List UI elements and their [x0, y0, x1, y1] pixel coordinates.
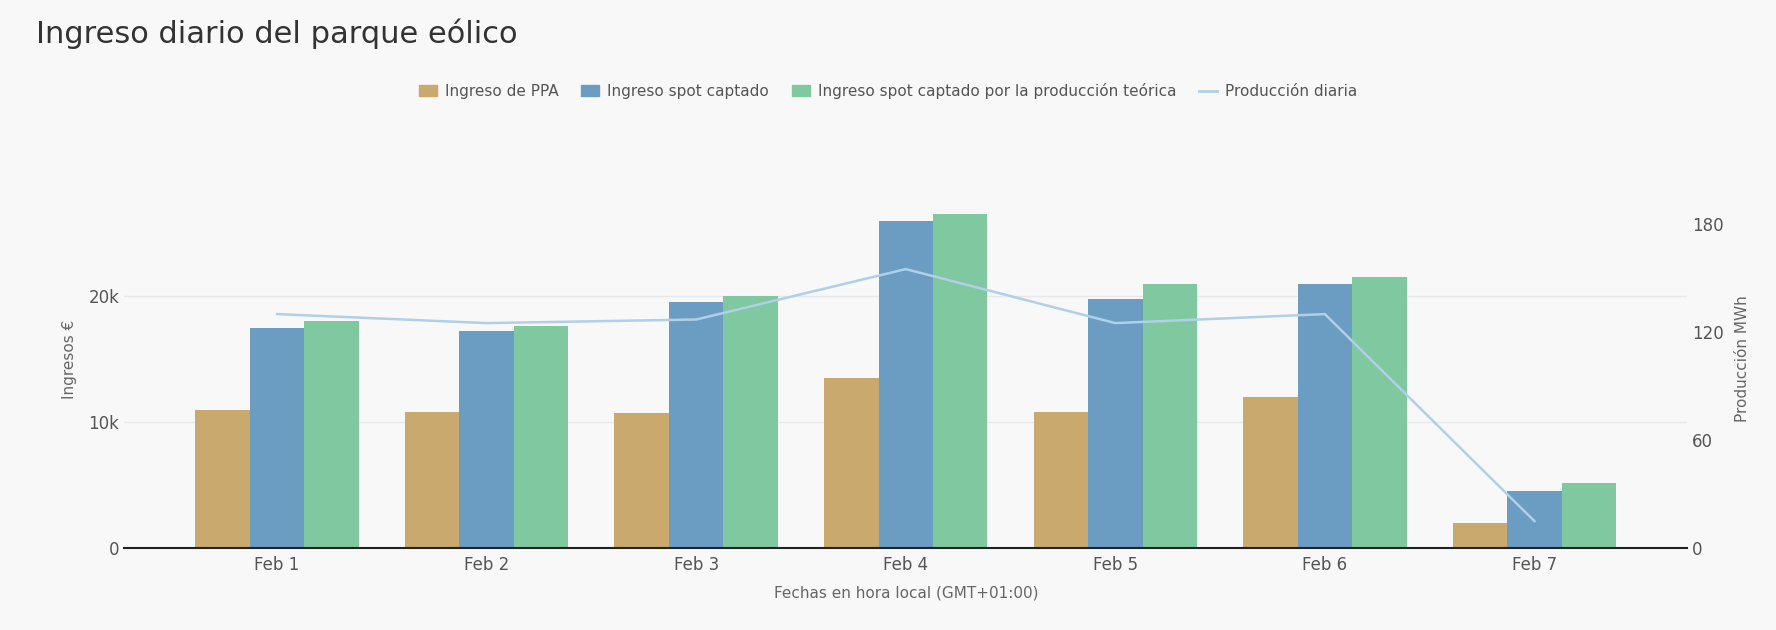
Bar	[614, 413, 670, 548]
Text: Ingreso diario del parque eólico: Ingreso diario del parque eólico	[36, 19, 517, 49]
Bar	[1142, 284, 1197, 548]
Bar	[824, 378, 879, 548]
Bar	[1298, 284, 1352, 548]
Bar	[670, 302, 723, 548]
Bar	[195, 410, 250, 548]
Bar	[405, 412, 460, 548]
Bar	[250, 328, 304, 548]
Bar	[723, 296, 778, 548]
Y-axis label: Producción MWh: Producción MWh	[1735, 295, 1749, 423]
Bar	[513, 326, 568, 548]
Bar	[932, 214, 987, 548]
Bar	[1243, 397, 1298, 548]
Legend: Ingreso de PPA, Ingreso spot captado, Ingreso spot captado por la producción teó: Ingreso de PPA, Ingreso spot captado, In…	[412, 77, 1364, 105]
Bar	[1453, 523, 1508, 548]
Bar	[1034, 412, 1089, 548]
Bar	[304, 321, 359, 548]
X-axis label: Fechas en hora local (GMT+01:00): Fechas en hora local (GMT+01:00)	[774, 585, 1037, 600]
Y-axis label: Ingresos €: Ingresos €	[62, 319, 78, 399]
Bar	[1352, 277, 1407, 548]
Bar	[1089, 299, 1142, 548]
Bar	[460, 331, 513, 548]
Bar	[1561, 483, 1616, 548]
Bar	[1508, 491, 1561, 548]
Bar	[879, 220, 932, 548]
